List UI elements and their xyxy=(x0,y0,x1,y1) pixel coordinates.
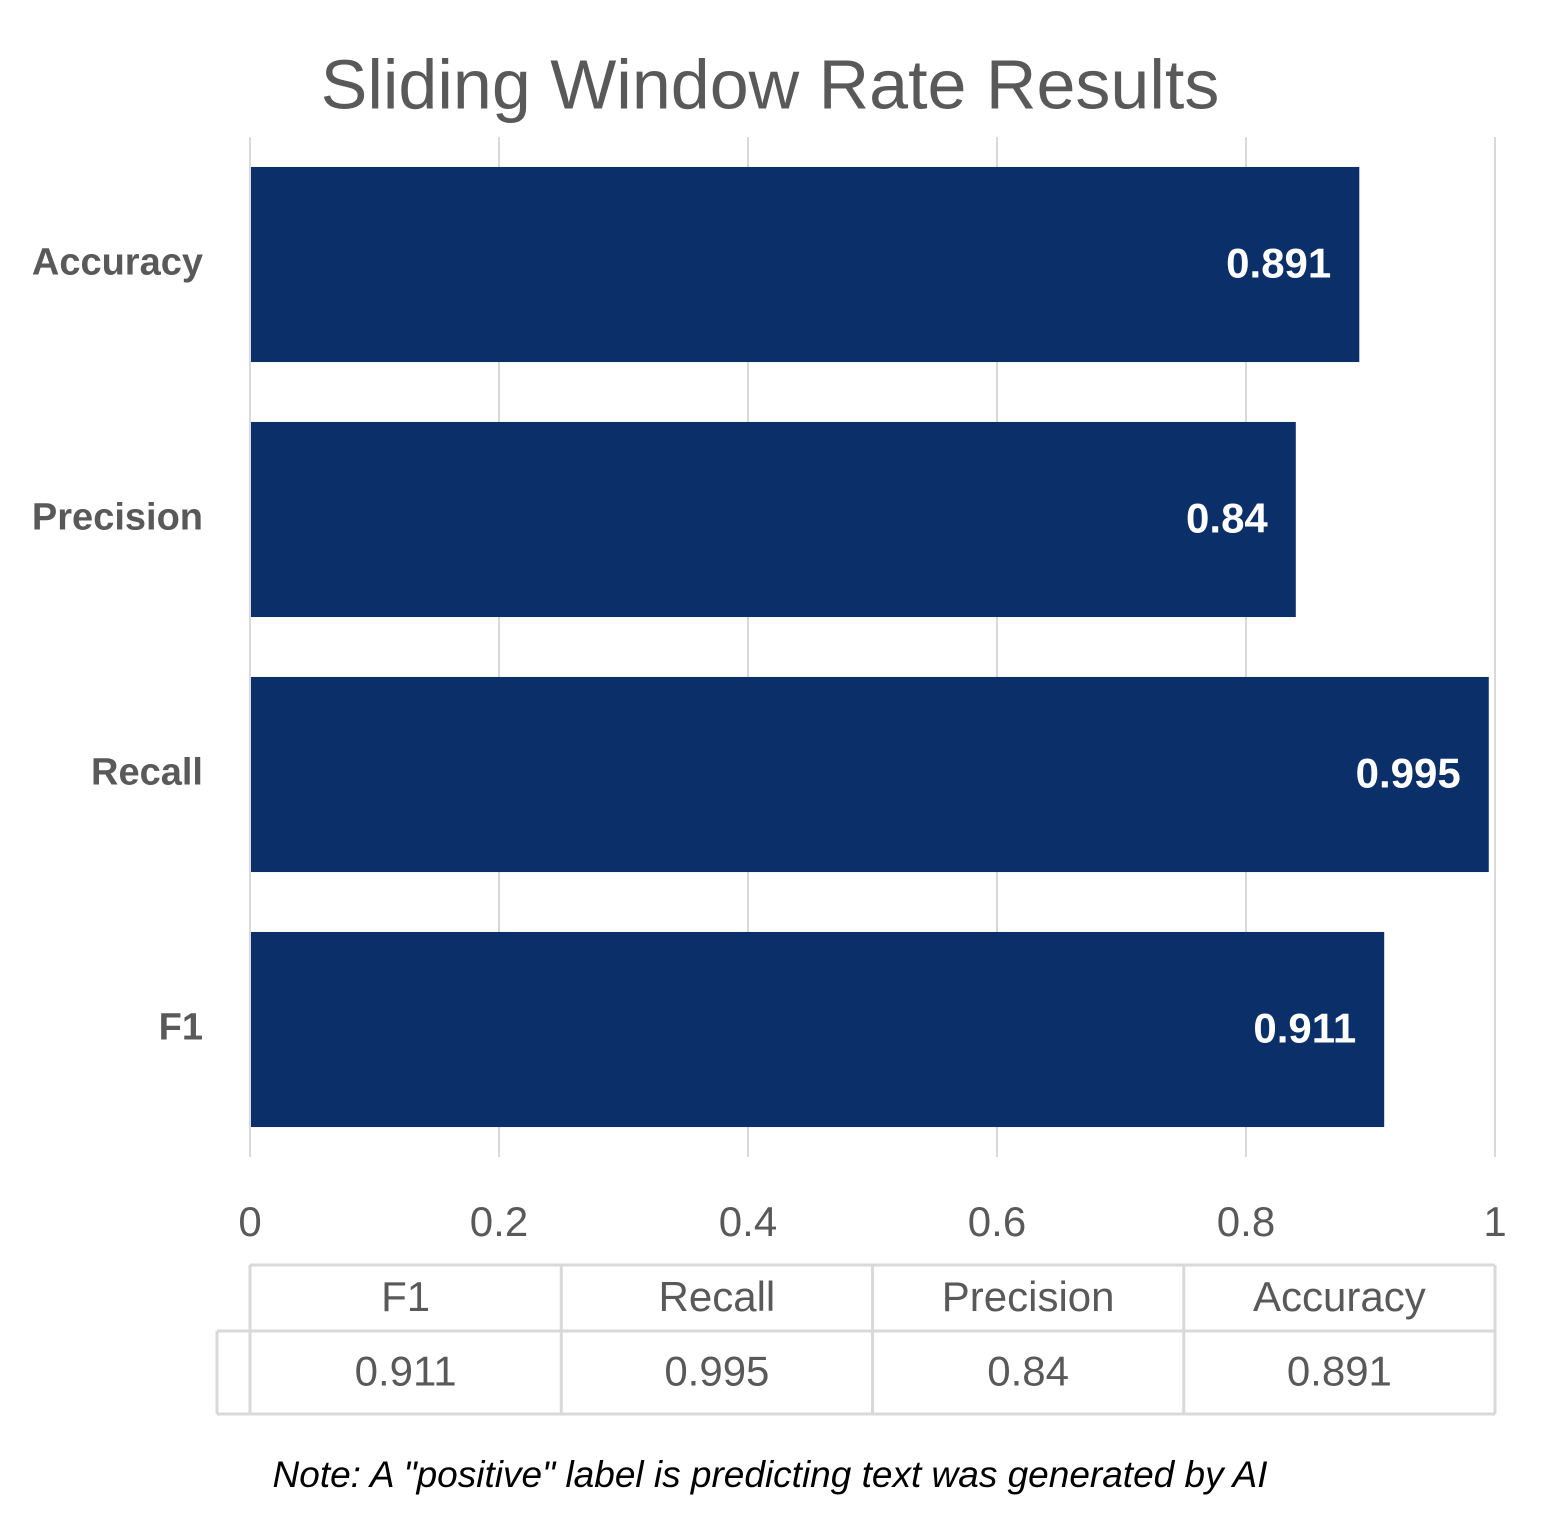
bar xyxy=(250,421,1296,618)
chart-title: Sliding Window Rate Results xyxy=(321,45,1220,123)
y-tick-label: Precision xyxy=(32,497,203,539)
bar xyxy=(250,166,1360,363)
table-value: 0.911 xyxy=(355,1348,457,1395)
data-label: 0.911 xyxy=(1253,1005,1356,1052)
x-tick-label: 1 xyxy=(1483,1198,1506,1245)
table-value: 0.891 xyxy=(1287,1348,1392,1395)
y-tick-label: Accuracy xyxy=(32,242,203,284)
bar xyxy=(250,931,1385,1128)
annotation: Note: A "positive" label is predicting t… xyxy=(273,1454,1268,1495)
table-header: Accuracy xyxy=(1253,1273,1426,1320)
x-tick-label: 0.4 xyxy=(719,1198,777,1245)
x-tick-label: 0.8 xyxy=(1217,1198,1275,1245)
table-header: F1 xyxy=(381,1273,430,1320)
table-header: Precision xyxy=(942,1273,1115,1320)
table-value: 0.995 xyxy=(664,1348,769,1395)
bar xyxy=(250,676,1489,873)
x-tick-label: 0.6 xyxy=(968,1198,1026,1245)
data-label: 0.84 xyxy=(1186,495,1268,542)
x-tick-label: 0 xyxy=(238,1198,261,1245)
x-tick-label: 0.2 xyxy=(470,1198,528,1245)
y-tick-label: F1 xyxy=(159,1007,203,1049)
y-tick-label: Recall xyxy=(91,752,203,794)
table-value: 0.84 xyxy=(987,1348,1069,1395)
table-header: Recall xyxy=(659,1273,776,1320)
data-label: 0.995 xyxy=(1356,750,1461,797)
data-label: 0.891 xyxy=(1226,240,1331,287)
